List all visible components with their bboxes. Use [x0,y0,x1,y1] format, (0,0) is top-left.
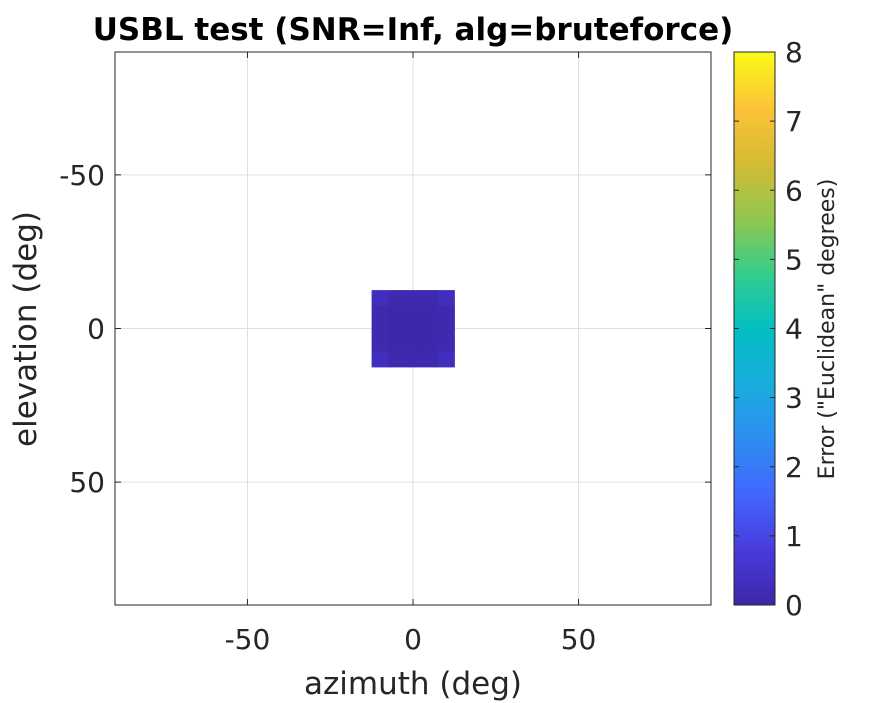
heatmap-cell [404,336,422,353]
heatmap-cell [388,351,406,368]
heatmap-cell [388,336,406,353]
heatmap-cell [404,305,422,322]
heatmap-cell [421,320,439,337]
x-tick-label: 50 [561,623,597,656]
heatmap-cell [371,320,389,337]
heatmap-cell [437,336,455,353]
heatmap-cell [437,351,455,368]
y-tick-label: -50 [59,159,105,192]
colorbar: 0 1 2 3 4 5 6 7 8 Error ("Euclidean" degrees) [733,36,840,622]
colorbar-tick-label: 2 [785,451,803,484]
heatmap-cell [371,336,389,353]
colorbar-tick-label: 8 [785,36,803,69]
y-axis-ticks: -50 0 50 [59,159,711,499]
heatmap-cell [421,290,439,306]
heatmap-cell [371,305,389,322]
heatmap-cell [371,290,389,306]
heatmap-cell [404,351,422,368]
colorbar-gradient [733,51,776,606]
heatmap-cells [371,290,455,368]
colorbar-tick-label: 0 [785,589,803,622]
colorbar-tick-label: 3 [785,382,803,415]
colorbar-label: Error ("Euclidean" degrees) [815,179,840,480]
plot-area: -50 0 50 -50 0 50 [59,51,712,656]
heatmap-cell [437,320,455,337]
x-tick-label: 0 [404,623,422,656]
colorbar-tick-label: 4 [785,313,803,346]
heatmap-cell [388,320,406,337]
heatmap-cell [421,351,439,368]
heatmap-cell [437,305,455,322]
chart-title: USBL test (SNR=Inf, alg=bruteforce) [93,12,734,48]
x-axis-ticks: -50 0 50 [225,52,597,656]
heatmap-cell [388,290,406,306]
heatmap-cell [388,305,406,322]
colorbar-tick-label: 5 [785,243,803,276]
y-axis-label: elevation (deg) [8,211,44,447]
y-tick-label: 0 [87,313,105,346]
x-tick-label: -50 [225,623,271,656]
heatmap-cell [437,290,455,306]
colorbar-tick-label: 6 [785,174,803,207]
colorbar-tick-label: 1 [785,520,803,553]
x-axis-label: azimuth (deg) [304,666,522,702]
heatmap-cell [371,351,389,368]
colorbar-tick-label: 7 [785,105,803,138]
heatmap-cell [421,336,439,353]
heatmap-cell [404,320,422,337]
heatmap-cell [404,290,422,306]
y-tick-label: 50 [69,466,105,499]
colorbar-ticks: 0 1 2 3 4 5 6 7 8 [734,36,803,622]
heatmap-cell [421,305,439,322]
